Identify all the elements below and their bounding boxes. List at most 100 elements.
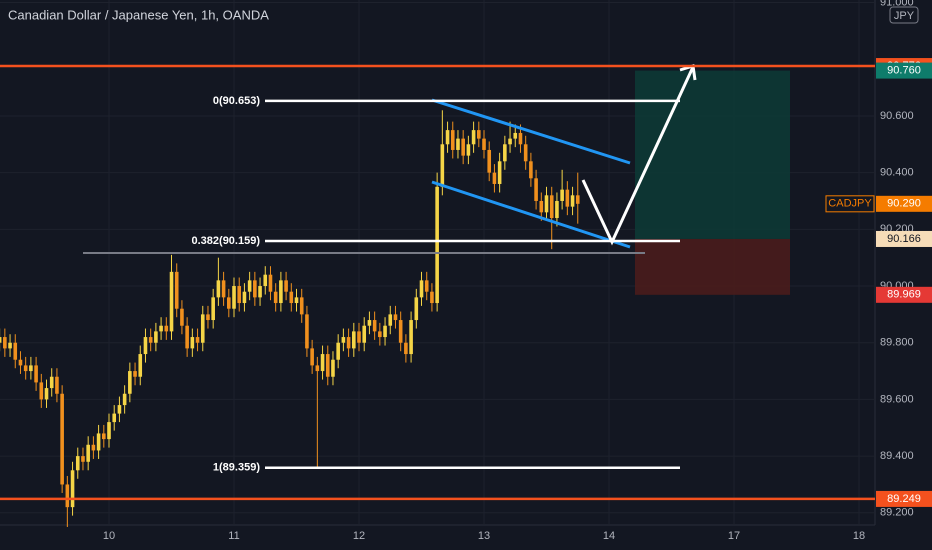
candle-body [513,132,518,139]
x-tick-label: 13 [478,530,490,542]
candle-body [503,144,507,162]
candle-body [378,331,382,338]
candle-body [305,314,309,349]
y-tick-label: 91.000 [880,0,914,8]
x-tick-label: 12 [353,530,365,542]
candle-body [279,280,283,304]
candle-body [393,314,398,321]
candle-body [138,354,143,377]
candle-body [185,325,189,349]
candle-body [211,297,215,321]
candle-body [299,297,304,315]
candle-body [247,280,252,292]
candle-body [133,371,137,377]
candle-body [336,342,340,360]
symbol-label: CADJPY [828,198,872,210]
candle-body [367,320,372,326]
channel-bottom [431,180,631,249]
candle-body [518,132,523,145]
candle-body [315,365,320,372]
candle-body [8,342,12,349]
candle-body [383,325,387,338]
candle-body [440,144,445,187]
candle-body [372,320,377,332]
entry-label: 90.166 [887,233,921,245]
profit-zone [635,70,790,239]
candle-body [450,130,455,150]
candle-body [268,274,273,292]
candle-body [294,297,299,304]
currency: JPY [894,10,915,22]
symbol-box [825,195,875,213]
last-price-label: 90.290 [887,198,921,210]
candle-body [164,325,169,332]
stop-label: 89.969 [887,289,921,301]
candle-body [29,365,33,372]
x-tick-label: 14 [603,530,615,542]
chart-title: Canadian Dollar / Japanese Yen, 1h, OAND… [8,7,269,22]
x-tick-label: 17 [728,530,740,542]
candle-body [200,314,205,343]
target-label: 90.760 [887,64,921,76]
candle-body [34,365,38,383]
candle-body [424,280,429,292]
x-tick-label: 10 [103,530,115,542]
candle-body [466,144,471,156]
candle-body [357,331,361,343]
candle-body [55,376,59,394]
fib-label: 1(89.359) [213,462,260,474]
candle-body [18,359,23,366]
candle-body [362,325,367,343]
candle-body [221,280,226,298]
candle-body [445,130,450,145]
x-tick-label: 18 [853,530,865,542]
candle-body [310,348,314,366]
candle-body [430,291,434,304]
candle-body [346,337,351,349]
candle-body [122,393,127,406]
fib-label: 0.382(90.159) [192,235,261,247]
candle-body [102,433,106,440]
loss-zone [635,238,790,295]
candle-body [565,189,570,207]
candle-body [49,376,54,389]
candle-body [539,200,544,213]
candle-body [195,337,200,343]
candle-body [117,405,122,414]
candle-body [419,280,424,298]
candle-body [169,271,174,332]
candle-body [180,308,184,326]
candle-body [128,371,132,394]
candle-body [508,138,512,145]
candle-body [112,413,117,423]
candle-body [216,280,221,298]
candle-body [65,484,70,508]
candle-body [487,149,492,173]
candle-body [352,331,356,349]
candle-body [560,189,564,201]
candle-body [461,138,465,156]
candle-body [75,456,80,471]
candle-body [534,178,538,201]
candle-body [529,161,533,179]
channel-top [431,98,631,165]
level-label: 89.249 [887,493,921,505]
candle-body [404,342,408,355]
target-label-box [876,62,932,79]
candle-body [0,337,2,343]
candle-body [492,172,497,184]
candle-body [3,337,7,349]
candle-body [497,161,502,184]
fib-label: 0(90.653) [213,95,260,107]
candle-body [107,422,111,440]
currency-box [889,6,919,24]
candle-body [13,342,18,360]
plot [0,0,875,527]
level-label-box [876,490,932,507]
candle-body [263,274,268,287]
candle-body [237,286,242,304]
candle-body [206,314,210,321]
candle-body [23,365,28,372]
candle-body [39,382,44,400]
